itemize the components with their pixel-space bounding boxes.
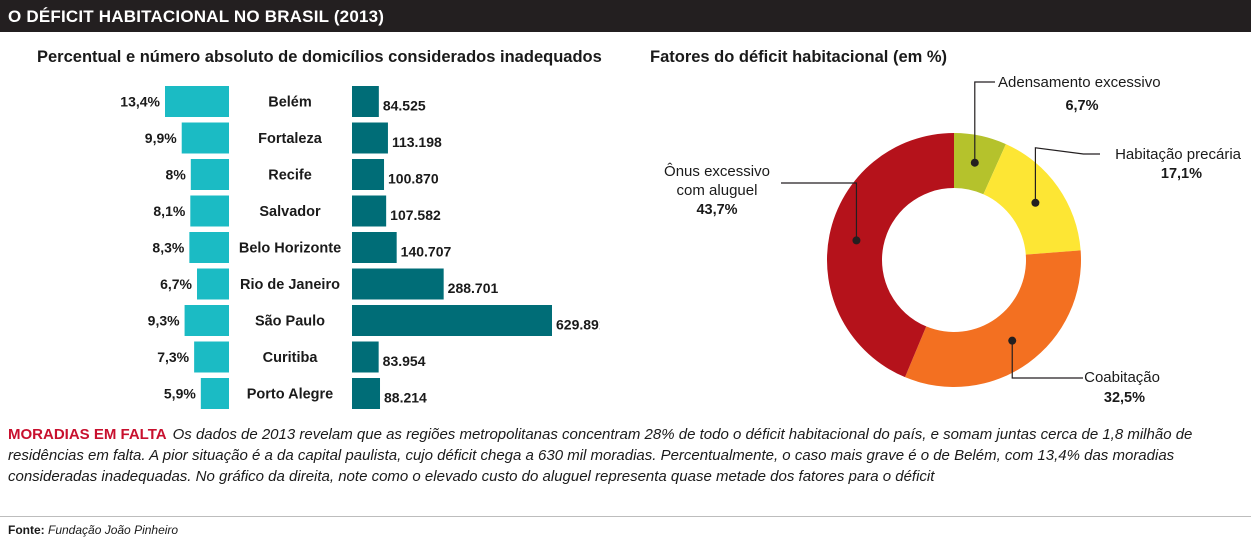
city-label: Porto Alegre (247, 387, 333, 403)
source-label: Fonte: (8, 523, 45, 537)
percent-bar (165, 86, 229, 117)
absolute-label: 113.198 (392, 134, 442, 150)
percent-bar (190, 159, 229, 190)
header-bar: O DÉFICIT HABITACIONAL NO BRASIL (2013) (0, 0, 1251, 32)
percent-label: 6,7% (160, 276, 192, 292)
percent-label: 8,3% (152, 240, 184, 256)
absolute-bar (352, 86, 379, 117)
donut-chart-title: Fatores do déficit habitacional (em %) (650, 48, 948, 66)
donut-chart: Adensamento excessivo 6,7% Habitação precá… (664, 74, 1242, 406)
page-title: O DÉFICIT HABITACIONAL NO BRASIL (2013) (8, 7, 385, 26)
bar-chart: 13,4% Belém 84.525 9,9% Fortaleza 113.198 8% Re… (120, 86, 600, 409)
absolute-bar (352, 341, 379, 373)
city-label: Recife (268, 168, 312, 184)
percent-label: 8,1% (153, 203, 185, 219)
note-label: MORADIAS EM FALTA (8, 426, 167, 443)
absolute-bar (352, 159, 385, 190)
city-label: Curitiba (263, 350, 319, 366)
city-label: Salvador (259, 204, 321, 220)
absolute-bar (352, 122, 388, 154)
percent-bar (194, 341, 229, 373)
absolute-label: 100.870 (388, 171, 439, 187)
absolute-bar (352, 195, 387, 227)
slice-value-label: 43,7% (696, 202, 737, 218)
absolute-label: 88.214 (384, 390, 427, 406)
slice-value-label: 32,5% (1104, 390, 1145, 406)
percent-bar (200, 378, 229, 409)
slice-name-label: Coabitação (1084, 369, 1160, 386)
callout-dot (1031, 198, 1040, 207)
note-paragraph: MORADIAS EM FALTA Os dados de 2013 revela… (8, 424, 1244, 487)
separator-line (0, 516, 1251, 517)
percent-bar (181, 122, 229, 154)
note-text: Os dados de 2013 revelam que as regiões … (8, 426, 1193, 485)
callout-dot (852, 236, 861, 245)
source-line: Fonte: Fundação João Pinheiro (8, 523, 178, 537)
percent-bar (197, 268, 229, 300)
absolute-bar (352, 268, 444, 300)
percent-label: 7,3% (157, 349, 189, 365)
city-label: São Paulo (255, 314, 325, 330)
absolute-label: 140.707 (401, 244, 452, 260)
source-text: Fundação João Pinheiro (48, 523, 179, 537)
donut-slice (954, 133, 1006, 195)
donut-slice (827, 133, 954, 378)
callout-line (1011, 340, 1083, 379)
percent-label: 13,4% (120, 94, 160, 110)
callout-dot (970, 158, 979, 167)
absolute-label: 84.525 (383, 98, 426, 114)
percent-label: 9,9% (145, 130, 177, 146)
callout-line (1034, 147, 1100, 203)
city-label: Belém (268, 95, 312, 111)
callout-line (781, 182, 858, 241)
percent-label: 9,3% (148, 313, 180, 329)
percent-bar (184, 305, 229, 336)
city-label: Rio de Janeiro (240, 277, 340, 293)
slice-value-label: 17,1% (1161, 166, 1202, 182)
city-label: Belo Horizonte (239, 241, 341, 257)
percent-label: 8% (166, 167, 187, 183)
percent-label: 5,9% (164, 386, 196, 402)
slice-value-label: 6,7% (1065, 98, 1098, 114)
absolute-label: 107.582 (390, 207, 441, 223)
absolute-label: 288.701 (448, 280, 499, 296)
city-label: Fortaleza (258, 131, 323, 147)
absolute-label: 629.891 (556, 317, 600, 333)
donut-slice (905, 250, 1081, 387)
slice-name-label: Habitação precária (1115, 146, 1242, 163)
slice-name-label: Ônus excessivo (664, 163, 770, 180)
percent-bar (189, 232, 229, 263)
absolute-label: 83.954 (383, 353, 426, 369)
donut-slice (983, 144, 1081, 255)
callout-dot (1008, 336, 1017, 345)
slice-name-label: com aluguel (677, 182, 758, 199)
absolute-bar (352, 232, 397, 263)
absolute-bar (352, 305, 552, 336)
callout-line (974, 81, 995, 163)
percent-bar (190, 195, 229, 227)
slice-name-label: Adensamento excessivo (998, 74, 1161, 91)
absolute-bar (352, 378, 381, 409)
bar-chart-title: Percentual e número absoluto de domicíli… (37, 48, 602, 66)
